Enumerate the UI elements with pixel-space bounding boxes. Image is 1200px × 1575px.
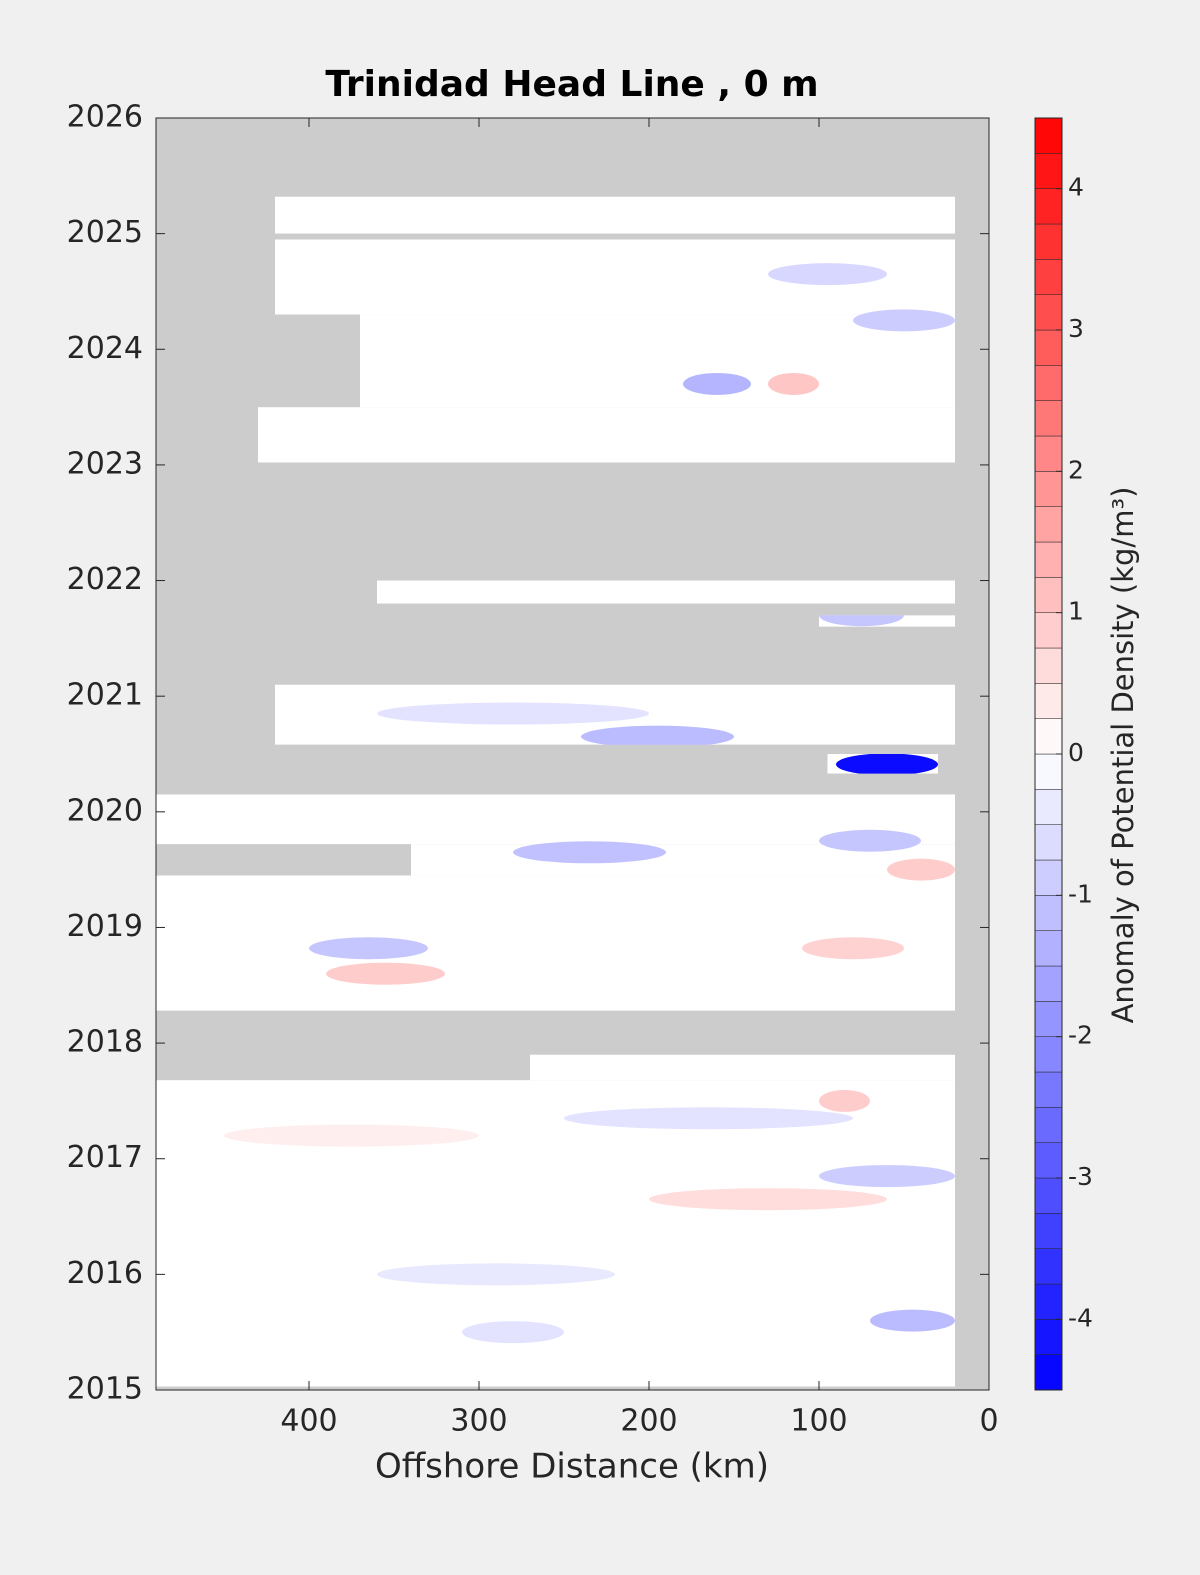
colorbar-tick-label: 3 (1068, 314, 1084, 343)
anomaly-patch (870, 1309, 955, 1332)
y-tick-label: 2025 (67, 215, 143, 250)
colorbar-tick-label: -1 (1068, 879, 1093, 908)
anomaly-patch (819, 829, 921, 852)
coverage-region (156, 794, 955, 845)
x-tick-label: 400 (280, 1404, 337, 1439)
coverage-region (275, 196, 955, 234)
y-tick-label: 2021 (67, 678, 143, 713)
anomaly-patch (309, 937, 428, 960)
colorbar-label: Anomaly of Potential Density (kg/m³) (1106, 487, 1140, 1024)
colorbar-band (1034, 859, 1063, 896)
colorbar-band (1034, 400, 1063, 437)
x-tick-label: 200 (620, 1404, 677, 1439)
colorbar-band (1034, 930, 1063, 967)
x-axis-label: Offshore Distance (km) (375, 1447, 769, 1487)
colorbar-band (1034, 506, 1063, 543)
colorbar-band (1034, 223, 1063, 260)
anomaly-patch (836, 753, 938, 776)
anomaly-patch (819, 1089, 870, 1112)
y-tick-label: 2016 (67, 1256, 143, 1291)
colorbar-band (1034, 895, 1063, 931)
anomaly-patch (802, 937, 904, 960)
anomaly-patch (768, 372, 819, 395)
y-tick-label: 2015 (67, 1372, 143, 1407)
colorbar-band (1034, 683, 1063, 719)
colorbar-band (1034, 1177, 1063, 1214)
colorbar-band (1034, 965, 1063, 1002)
colorbar-band (1034, 647, 1063, 684)
y-tick-label: 2022 (67, 562, 143, 597)
colorbar-band (1034, 471, 1063, 507)
y-tick-label: 2020 (67, 793, 143, 828)
colorbar-band (1034, 753, 1063, 790)
colorbar-band (1034, 1319, 1063, 1355)
colorbar-band (1034, 117, 1063, 154)
x-tick-label: 300 (450, 1404, 507, 1439)
colorbar-band (1034, 153, 1063, 189)
y-tick-label: 2026 (67, 100, 143, 135)
x-tick-label: 100 (790, 1404, 847, 1439)
anomaly-patch (377, 702, 649, 725)
colorbar-band (1034, 1142, 1063, 1179)
coverage-region (360, 314, 955, 408)
coverage-region (156, 1080, 955, 1387)
colorbar-band (1034, 1036, 1063, 1073)
colorbar-band (1034, 718, 1063, 755)
colorbar-band (1034, 824, 1063, 861)
colorbar-tick-label: 1 (1068, 597, 1084, 626)
anomaly-patch (224, 1124, 479, 1147)
colorbar-tick-label: 0 (1068, 738, 1084, 767)
anomaly-patch (768, 263, 887, 286)
plot-frame (155, 117, 990, 1391)
colorbar-band (1034, 294, 1063, 331)
colorbar-band (1034, 1071, 1063, 1108)
colorbar-band (1034, 1001, 1063, 1037)
colorbar-band (1034, 1283, 1063, 1320)
anomaly-patch (564, 1107, 853, 1130)
colorbar-band (1034, 259, 1063, 295)
anomaly-patch (377, 1263, 615, 1286)
colorbar-band (1034, 1107, 1063, 1143)
colorbar-band (1034, 1248, 1063, 1285)
y-tick-label: 2018 (67, 1025, 143, 1060)
colorbar-tick-label: 4 (1068, 173, 1084, 202)
y-tick-label: 2024 (67, 331, 143, 366)
anomaly-patch (581, 725, 734, 748)
coverage-region (530, 1054, 955, 1081)
y-tick-label: 2023 (67, 446, 143, 481)
colorbar-band (1034, 789, 1063, 825)
anomaly-patch (326, 962, 445, 985)
field (156, 196, 955, 1387)
coverage-region (258, 407, 955, 463)
anomaly-patch (513, 841, 666, 864)
colorbar-band (1034, 365, 1063, 401)
colorbar-tick-label: -3 (1068, 1162, 1093, 1191)
y-tick-label: 2017 (67, 1140, 143, 1175)
y-tick-label: 2019 (67, 909, 143, 944)
chart-title: Trinidad Head Line , 0 m (325, 64, 818, 105)
colorbar-band (1034, 612, 1063, 649)
colorbar-band (1034, 188, 1063, 225)
colorbar-tick-label: -4 (1068, 1303, 1093, 1332)
anomaly-patch (887, 858, 955, 881)
anomaly-patch (683, 372, 751, 395)
colorbar-band (1034, 1354, 1063, 1391)
x-tick-label: 0 (979, 1404, 998, 1439)
colorbar-band (1034, 1213, 1063, 1249)
anomaly-patch (649, 1188, 887, 1211)
coverage-region (377, 580, 955, 604)
colorbar-band (1034, 541, 1063, 578)
anomaly-patch (819, 1165, 955, 1188)
colorbar-tick-label: -2 (1068, 1021, 1093, 1050)
colorbar-tick-label: 2 (1068, 455, 1084, 484)
colorbar-band (1034, 435, 1063, 472)
colorbar-band (1034, 329, 1063, 366)
colorbar-band (1034, 577, 1063, 613)
anomaly-patch (462, 1321, 564, 1344)
anomaly-patch (853, 309, 955, 332)
